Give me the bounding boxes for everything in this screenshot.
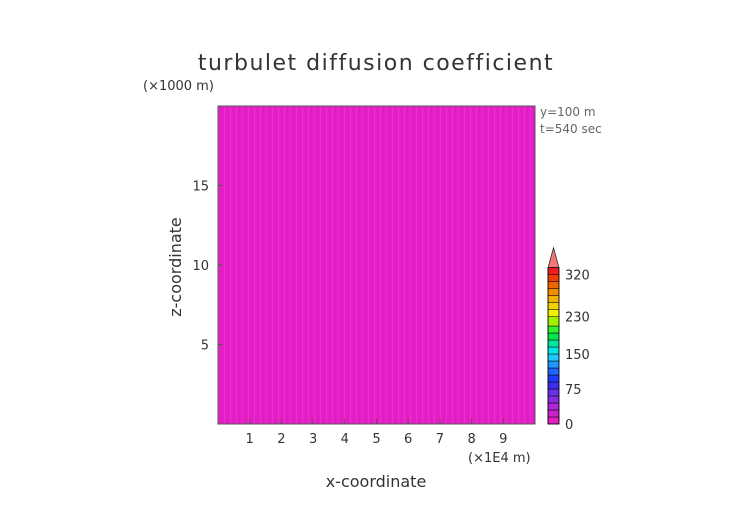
x-tick-label: 3 bbox=[309, 432, 317, 447]
x-tick-label: 2 bbox=[277, 432, 285, 447]
colorbar-labels: 0 75 150 230 320 bbox=[565, 269, 590, 433]
x-axis-label: x-coordinate bbox=[326, 472, 427, 491]
colorbar-level bbox=[547, 274, 560, 282]
colorbar-level bbox=[547, 339, 560, 348]
y-tick-label: 10 bbox=[192, 259, 209, 274]
colorbar-level bbox=[547, 302, 560, 310]
x-tick-label: 4 bbox=[341, 432, 349, 447]
colorbar-level bbox=[547, 288, 560, 296]
colorbar-label: 150 bbox=[565, 348, 590, 363]
colorbar-level bbox=[547, 367, 560, 376]
colorbar-level bbox=[547, 281, 560, 289]
colorbar-level bbox=[547, 295, 560, 303]
colorbar-overflow-arrow bbox=[547, 246, 560, 268]
x-tick-label: 5 bbox=[372, 432, 380, 447]
x-axis-ticks: 1 2 3 4 5 6 7 8 9 bbox=[246, 419, 507, 447]
colorbar-label: 230 bbox=[565, 311, 590, 326]
y-tick-label: 5 bbox=[201, 339, 209, 354]
colorbar-level bbox=[547, 353, 560, 362]
x-tick-label: 1 bbox=[246, 432, 254, 447]
x-tick-label: 6 bbox=[404, 432, 412, 447]
chart-title: turbulet diffusion coefficient bbox=[198, 51, 554, 76]
diffusion-field bbox=[218, 106, 535, 424]
colorbar-level bbox=[547, 309, 560, 317]
colorbar-level bbox=[547, 316, 560, 327]
colorbar-level bbox=[547, 374, 560, 383]
info-time: t=540 sec bbox=[540, 122, 602, 136]
x-tick-label: 7 bbox=[436, 432, 444, 447]
colorbar-level bbox=[547, 332, 560, 341]
y-axis-ticks: 5 10 15 bbox=[192, 180, 223, 354]
colorbar-label: 320 bbox=[565, 269, 590, 284]
colorbar-level bbox=[547, 360, 560, 369]
colorbar-level bbox=[547, 395, 560, 404]
colorbar-level bbox=[547, 267, 560, 275]
colorbar-level bbox=[547, 346, 560, 355]
x-tick-label: 8 bbox=[467, 432, 475, 447]
x-axis-unit: (×1E4 m) bbox=[468, 451, 531, 466]
y-axis-label: z-coordinate bbox=[166, 217, 185, 317]
y-axis-unit: (×1000 m) bbox=[143, 79, 214, 94]
colorbar-label: 0 bbox=[565, 418, 573, 433]
x-tick-label: 9 bbox=[499, 432, 507, 447]
colorbar-level bbox=[547, 416, 560, 425]
colorbar-label: 75 bbox=[565, 383, 582, 398]
colorbar-level bbox=[547, 388, 560, 397]
colorbar-frame bbox=[547, 267, 560, 425]
colorbar-level bbox=[547, 325, 560, 334]
y-tick-label: 15 bbox=[192, 180, 209, 195]
colorbar-level bbox=[547, 402, 560, 411]
info-height: y=100 m bbox=[540, 105, 596, 119]
colorbar-level bbox=[547, 409, 560, 418]
colorbar-level bbox=[547, 381, 560, 390]
colorbar bbox=[547, 246, 560, 425]
